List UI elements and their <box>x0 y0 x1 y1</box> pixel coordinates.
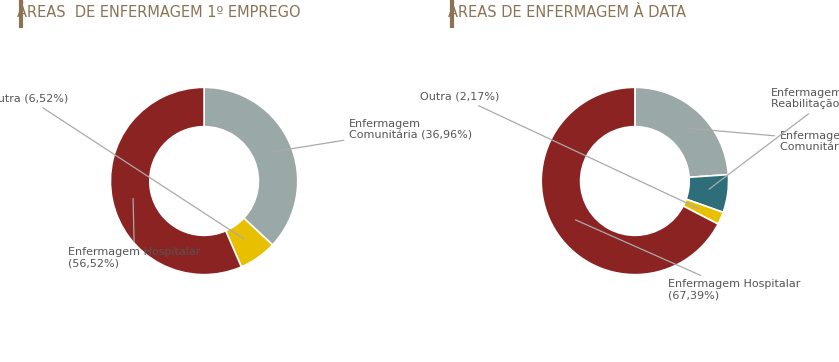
Text: Outra (2,17%): Outra (2,17%) <box>420 92 699 209</box>
Wedge shape <box>541 87 718 275</box>
Text: Enfermagem Hospitalar
(56,52%): Enfermagem Hospitalar (56,52%) <box>68 198 201 269</box>
Text: ÁREAS DE ENFERMAGEM À DATA: ÁREAS DE ENFERMAGEM À DATA <box>447 5 685 20</box>
Wedge shape <box>111 87 242 275</box>
Wedge shape <box>226 218 273 267</box>
Wedge shape <box>635 87 728 177</box>
Text: Enfermagem
Comunitária (23,91%): Enfermagem Comunitária (23,91%) <box>687 128 839 152</box>
Text: Enfermagem
Comunitária (36,96%): Enfermagem Comunitária (36,96%) <box>274 119 472 152</box>
Wedge shape <box>204 87 298 245</box>
Text: ÁREAS  DE ENFERMAGEM 1º EMPREGO: ÁREAS DE ENFERMAGEM 1º EMPREGO <box>17 5 300 20</box>
Wedge shape <box>683 199 723 224</box>
Text: Enfermagem Hospitalar
(67,39%): Enfermagem Hospitalar (67,39%) <box>576 220 800 301</box>
Text: Outra (6,52%): Outra (6,52%) <box>0 94 243 239</box>
Wedge shape <box>686 174 728 212</box>
Text: Enfermagem
Reabilitação (6,52%): Enfermagem Reabilitação (6,52%) <box>709 88 839 189</box>
